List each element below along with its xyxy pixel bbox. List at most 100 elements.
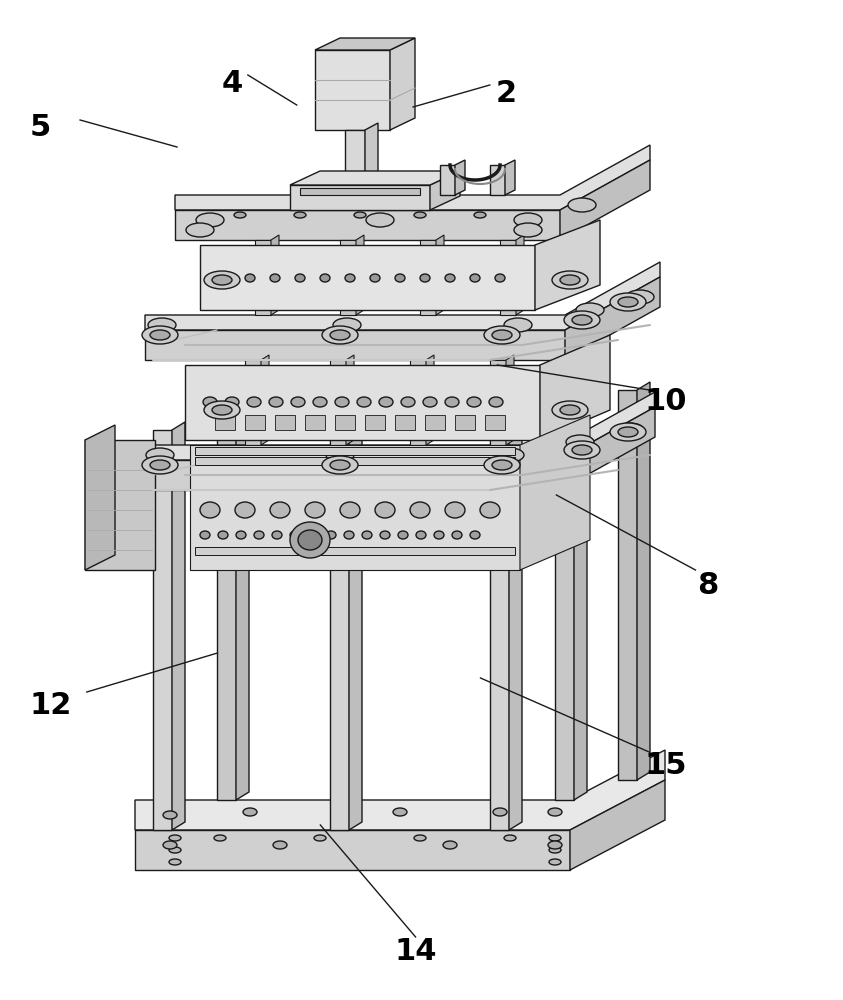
Polygon shape xyxy=(455,160,465,195)
Ellipse shape xyxy=(401,397,415,407)
Ellipse shape xyxy=(200,531,210,539)
Ellipse shape xyxy=(616,423,644,437)
Ellipse shape xyxy=(610,293,646,311)
Ellipse shape xyxy=(380,531,390,539)
Ellipse shape xyxy=(564,441,600,459)
Polygon shape xyxy=(135,460,560,490)
Ellipse shape xyxy=(572,445,592,455)
Polygon shape xyxy=(335,415,355,430)
Ellipse shape xyxy=(560,275,580,285)
Ellipse shape xyxy=(326,531,336,539)
Ellipse shape xyxy=(492,330,512,340)
Polygon shape xyxy=(490,400,509,830)
Ellipse shape xyxy=(445,274,455,282)
Ellipse shape xyxy=(335,397,349,407)
Polygon shape xyxy=(516,235,524,315)
Ellipse shape xyxy=(204,401,240,419)
Ellipse shape xyxy=(548,808,562,816)
Ellipse shape xyxy=(414,835,426,841)
Polygon shape xyxy=(275,415,295,430)
Ellipse shape xyxy=(291,397,305,407)
Ellipse shape xyxy=(203,397,217,407)
Ellipse shape xyxy=(423,397,437,407)
Ellipse shape xyxy=(272,531,282,539)
Ellipse shape xyxy=(245,274,255,282)
Polygon shape xyxy=(349,422,362,830)
Text: 12: 12 xyxy=(30,690,72,720)
Ellipse shape xyxy=(626,290,654,304)
Text: 5: 5 xyxy=(30,112,51,141)
Ellipse shape xyxy=(212,405,232,415)
Polygon shape xyxy=(485,415,505,430)
Ellipse shape xyxy=(496,448,524,462)
Ellipse shape xyxy=(186,223,214,237)
Ellipse shape xyxy=(169,859,181,865)
Ellipse shape xyxy=(320,274,330,282)
Ellipse shape xyxy=(146,448,174,462)
Ellipse shape xyxy=(305,502,325,518)
Ellipse shape xyxy=(470,274,480,282)
Polygon shape xyxy=(255,240,271,315)
Polygon shape xyxy=(195,447,515,455)
Polygon shape xyxy=(346,355,354,445)
Ellipse shape xyxy=(330,460,350,470)
Ellipse shape xyxy=(484,456,520,474)
Polygon shape xyxy=(172,422,185,830)
Ellipse shape xyxy=(214,835,226,841)
Ellipse shape xyxy=(560,405,580,415)
Ellipse shape xyxy=(549,859,561,865)
Ellipse shape xyxy=(204,271,240,289)
Ellipse shape xyxy=(330,330,350,340)
Ellipse shape xyxy=(514,223,542,237)
Polygon shape xyxy=(261,355,269,445)
Ellipse shape xyxy=(333,318,361,332)
Ellipse shape xyxy=(340,502,360,518)
Ellipse shape xyxy=(322,456,358,474)
Ellipse shape xyxy=(474,212,486,218)
Polygon shape xyxy=(135,392,655,460)
Polygon shape xyxy=(520,415,590,570)
Polygon shape xyxy=(135,750,665,830)
Ellipse shape xyxy=(484,326,520,344)
Ellipse shape xyxy=(200,502,220,518)
Ellipse shape xyxy=(270,274,280,282)
Polygon shape xyxy=(215,415,235,430)
Polygon shape xyxy=(185,365,540,440)
Ellipse shape xyxy=(243,808,257,816)
Ellipse shape xyxy=(148,318,176,332)
Ellipse shape xyxy=(467,397,481,407)
Polygon shape xyxy=(305,415,325,430)
Polygon shape xyxy=(290,185,430,210)
Ellipse shape xyxy=(552,401,588,419)
Polygon shape xyxy=(195,457,515,465)
Ellipse shape xyxy=(395,274,405,282)
Ellipse shape xyxy=(504,835,516,841)
Ellipse shape xyxy=(470,531,480,539)
Ellipse shape xyxy=(504,318,532,332)
Ellipse shape xyxy=(489,397,503,407)
Polygon shape xyxy=(340,240,356,315)
Polygon shape xyxy=(506,355,514,445)
Ellipse shape xyxy=(434,531,444,539)
Polygon shape xyxy=(505,160,515,195)
Ellipse shape xyxy=(495,274,505,282)
Ellipse shape xyxy=(218,531,228,539)
Polygon shape xyxy=(618,390,637,780)
Polygon shape xyxy=(195,547,515,555)
Ellipse shape xyxy=(163,841,177,849)
Text: 4: 4 xyxy=(221,68,243,98)
Polygon shape xyxy=(153,430,172,830)
Text: 14: 14 xyxy=(395,938,437,966)
Polygon shape xyxy=(535,220,600,310)
Ellipse shape xyxy=(269,397,283,407)
Text: 15: 15 xyxy=(645,750,687,780)
Ellipse shape xyxy=(375,502,395,518)
Ellipse shape xyxy=(142,456,178,474)
Ellipse shape xyxy=(196,213,224,227)
Ellipse shape xyxy=(552,271,588,289)
Polygon shape xyxy=(217,400,236,800)
Polygon shape xyxy=(490,360,506,445)
Ellipse shape xyxy=(326,448,354,462)
Ellipse shape xyxy=(452,531,462,539)
Ellipse shape xyxy=(247,397,261,407)
